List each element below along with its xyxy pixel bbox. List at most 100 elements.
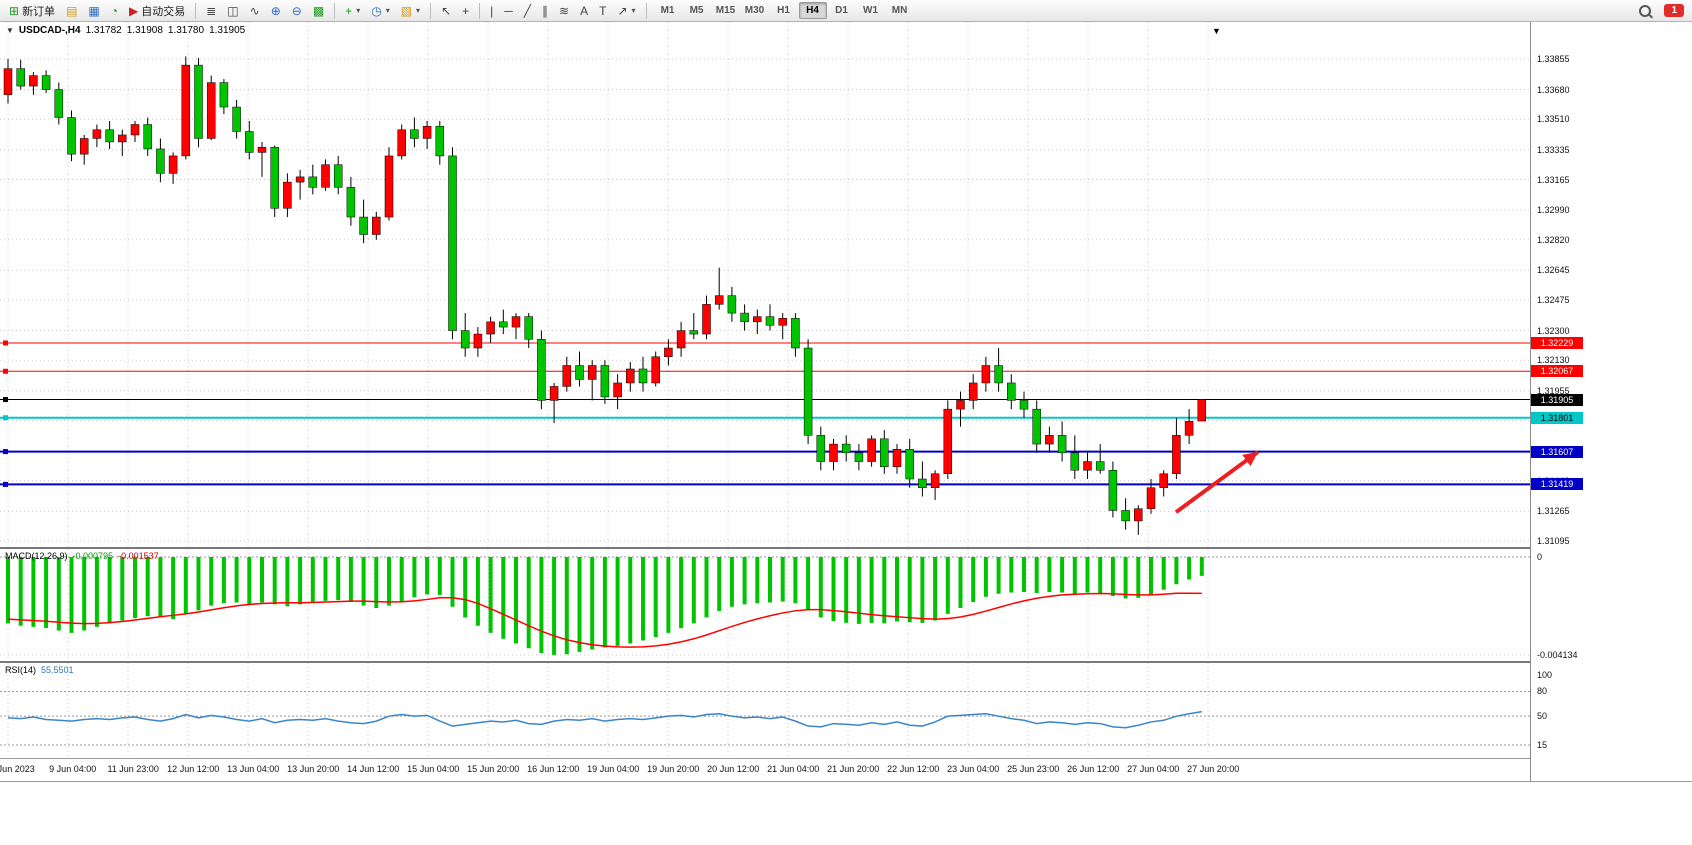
ohlc-close: 1.31905 bbox=[209, 25, 246, 36]
periods-button[interactable]: ◷ ▾ bbox=[366, 1, 395, 21]
timeframe-m5-button[interactable]: M5 bbox=[689, 5, 704, 16]
price-tick-label: 1.33680 bbox=[1537, 84, 1570, 95]
vertical-line-button[interactable]: | bbox=[485, 1, 498, 21]
timeframe-d1-button[interactable]: D1 bbox=[835, 5, 848, 16]
fibonacci-icon: ≋ bbox=[559, 3, 570, 18]
indicators-button[interactable]: + ▾ bbox=[340, 1, 365, 21]
time-axis-label: 15 Jun 20:00 bbox=[467, 764, 520, 774]
timeframe-w1-button[interactable]: W1 bbox=[863, 5, 879, 16]
price-tick-label: 1.33335 bbox=[1537, 144, 1570, 155]
crosshair-button[interactable]: + bbox=[457, 1, 474, 21]
macd-indicator-canvas[interactable] bbox=[0, 549, 1530, 661]
text-button[interactable]: A bbox=[575, 1, 593, 21]
line-chart-button[interactable]: ∿ bbox=[245, 1, 265, 21]
bar-chart-button[interactable]: ≣ bbox=[201, 1, 221, 21]
timeframe-m15-button[interactable]: M15 bbox=[715, 5, 736, 16]
time-axis-label: 15 Jun 04:00 bbox=[407, 764, 460, 774]
arrow-tool-icon: ↗ bbox=[617, 3, 628, 18]
history-center-button[interactable]: ◔ bbox=[106, 1, 123, 21]
candlestick-chart-button[interactable]: ◫ bbox=[222, 1, 243, 21]
search-icon bbox=[1639, 4, 1652, 17]
price-tag-1.31801: 1.31801 bbox=[1531, 411, 1583, 424]
indicators-add-icon: + bbox=[345, 3, 353, 18]
rsi-indicator-canvas[interactable] bbox=[0, 663, 1530, 758]
pane-separator-macd[interactable] bbox=[0, 547, 1692, 549]
price-tag-1.31607: 1.31607 bbox=[1531, 445, 1583, 458]
timeframe-h4-button[interactable]: H4 bbox=[798, 2, 827, 19]
rsi-label: RSI(14) bbox=[5, 665, 37, 675]
timeframe-h1-button[interactable]: H1 bbox=[777, 5, 790, 16]
text-icon: A bbox=[580, 3, 589, 18]
zoom-in-button[interactable]: ⊕ bbox=[266, 1, 286, 21]
bar-chart-icon: ≣ bbox=[206, 3, 217, 18]
chevron-down-icon: ▾ bbox=[416, 6, 421, 15]
price-tick-label: 1.33855 bbox=[1537, 54, 1570, 64]
price-tag-1.31419: 1.31419 bbox=[1531, 478, 1583, 491]
macd-axis-min: -0.004134 bbox=[1537, 650, 1578, 660]
pane-separator-rsi[interactable] bbox=[0, 661, 1692, 663]
macd-signal-value: -0.001537 bbox=[118, 551, 159, 561]
chevron-down-icon: ▾ bbox=[631, 6, 636, 15]
symbol-dropdown-icon[interactable]: ▼ bbox=[6, 26, 14, 35]
time-axis-label: 25 Jun 23:00 bbox=[1007, 764, 1060, 774]
price-tick-label: 1.33510 bbox=[1537, 114, 1570, 125]
rsi-axis-50: 50 bbox=[1537, 711, 1548, 722]
trendline-button[interactable]: ╱ bbox=[519, 1, 536, 21]
charts-window-button[interactable]: ▤ bbox=[61, 1, 82, 21]
price-tag-1.32229: 1.32229 bbox=[1531, 336, 1583, 349]
timeframe-m30-button[interactable]: M30 bbox=[744, 5, 765, 16]
chart-shift-marker[interactable]: ▼ bbox=[1212, 26, 1221, 36]
text-label-button[interactable]: T bbox=[594, 1, 611, 21]
arrows-button[interactable]: ↗ ▾ bbox=[612, 1, 640, 21]
history-center-icon: ◔ bbox=[110, 3, 118, 18]
zoom-out-button[interactable]: ⊖ bbox=[287, 1, 307, 21]
rsi-axis-100: 100 bbox=[1537, 670, 1553, 680]
new-order-button[interactable]: ⊞ 新订单 bbox=[4, 1, 60, 21]
search-button[interactable] bbox=[1631, 1, 1659, 21]
zoom-in-icon: ⊕ bbox=[270, 3, 281, 18]
toolbar-divider bbox=[479, 2, 481, 19]
timeframe-m1-button[interactable]: M1 bbox=[660, 5, 675, 16]
time-axis-label: 9 Jun 04:00 bbox=[49, 764, 97, 774]
time-axis-label: 11 Jun 23:00 bbox=[107, 764, 159, 774]
auto-trading-button[interactable]: ▶ 自动交易 bbox=[124, 1, 190, 21]
fibonacci-button[interactable]: ≋ bbox=[554, 1, 574, 21]
price-tick-label: 1.31095 bbox=[1537, 536, 1570, 546]
horizontal-line-button[interactable]: ─ bbox=[499, 1, 518, 21]
rsi-axis-15: 15 bbox=[1537, 739, 1548, 750]
price-tick-label: 1.32820 bbox=[1537, 234, 1570, 245]
time-axis-label: 27 Jun 20:00 bbox=[1187, 764, 1240, 774]
rsi-value: 55.5501 bbox=[41, 665, 74, 675]
time-axis-label: 21 Jun 04:00 bbox=[767, 764, 820, 774]
time-axis-label: 12 Jun 12:00 bbox=[167, 764, 220, 774]
ohlc-open: 1.31782 bbox=[85, 25, 122, 36]
ohlc-low: 1.31780 bbox=[167, 25, 205, 36]
data-window-icon: ▦ bbox=[88, 3, 100, 18]
cursor-button[interactable]: ↖ bbox=[436, 1, 456, 21]
data-window-button[interactable]: ▦ bbox=[83, 1, 104, 21]
notification-badge[interactable]: 1 bbox=[1664, 4, 1684, 17]
time-axis-label: 16 Jun 12:00 bbox=[527, 764, 580, 774]
rsi-axis-80: 80 bbox=[1537, 686, 1548, 697]
channel-button[interactable]: ∥ bbox=[537, 1, 553, 21]
price-tick-label: 1.32990 bbox=[1537, 205, 1570, 216]
templates-button[interactable]: ▧ ▾ bbox=[396, 1, 425, 21]
auto-trading-play-icon: ▶ bbox=[129, 3, 139, 18]
time-axis-label: 27 Jun 04:00 bbox=[1127, 764, 1180, 774]
tile-windows-button[interactable]: ▩ bbox=[308, 1, 329, 21]
candlestick-chart-icon: ◫ bbox=[227, 3, 239, 18]
price-chart-canvas[interactable] bbox=[0, 22, 1530, 547]
cursor-icon: ↖ bbox=[441, 3, 452, 18]
price-tag-1.31905: 1.31905 bbox=[1531, 393, 1583, 406]
new-order-label: 新订单 bbox=[22, 5, 56, 18]
price-axis[interactable]: 1.33855 1.33680 1.33510 1.33335 1.33165 1.329… bbox=[1530, 22, 1692, 781]
timeframe-mn-button[interactable]: MN bbox=[891, 5, 908, 16]
time-axis-label: 21 Jun 20:00 bbox=[827, 764, 880, 774]
time-axis-label: 23 Jun 04:00 bbox=[947, 764, 1000, 774]
time-axis-label: 13 Jun 04:00 bbox=[227, 764, 280, 774]
time-axis[interactable]: 8 Jun 2023 9 Jun 04:00 11 Jun 23:00 12 Jun … bbox=[0, 759, 1692, 781]
chevron-down-icon: ▾ bbox=[356, 6, 361, 15]
time-axis-label: 13 Jun 20:00 bbox=[287, 764, 340, 774]
rsi-header: RSI(14) 55.5501 bbox=[5, 665, 74, 675]
macd-axis-zero: 0 bbox=[1537, 552, 1543, 562]
